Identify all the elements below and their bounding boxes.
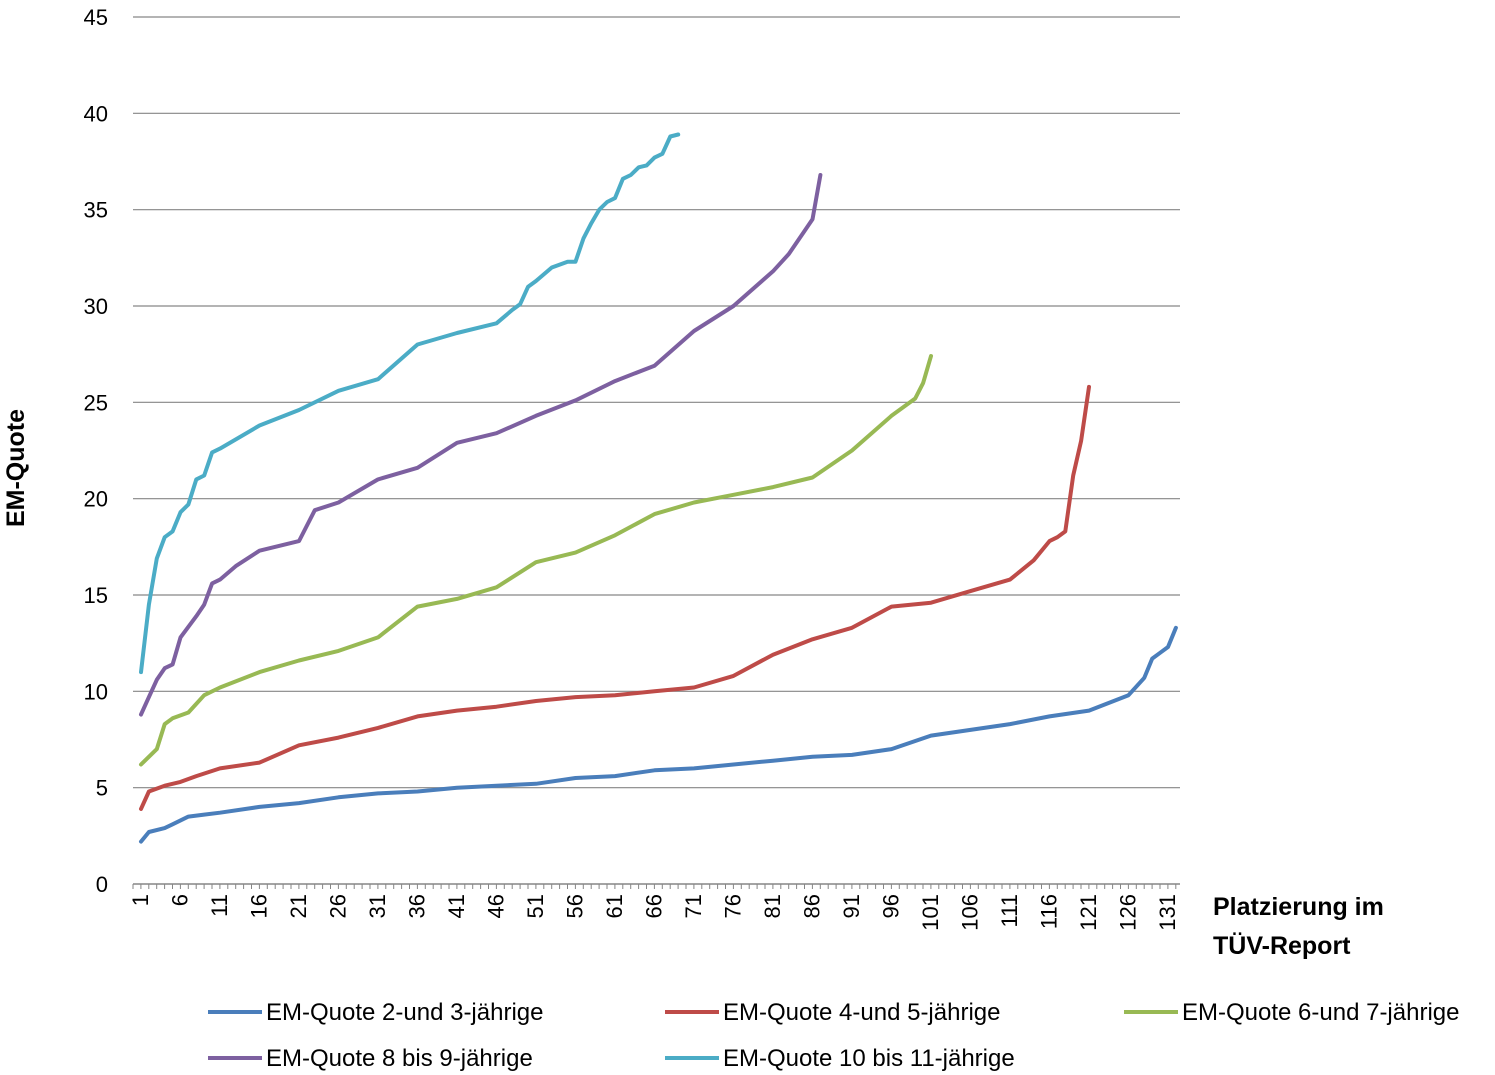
x-tick-label: 116 [1037,894,1062,929]
x-tick-label: 11 [207,894,232,917]
x-tick-label: 121 [1076,894,1101,931]
x-tick-label: 16 [247,894,272,918]
x-tick-label: 56 [563,894,588,918]
legend-label: EM-Quote 10 bis 11-jährige [723,1045,1015,1072]
x-tick-label: 21 [286,894,311,918]
gridlines [133,16,1180,789]
x-tick-label: 36 [405,894,430,918]
x-tick-marks [132,884,1177,889]
legend-label: EM-Quote 2-und 3-jährige [266,999,543,1026]
x-tick-label: 126 [1116,894,1141,931]
x-tick-label: 106 [958,894,983,931]
series-line-5 [139,132,681,675]
y-axis-title: EM-Quote [2,409,30,527]
x-tick-label: 31 [365,894,390,918]
legend-label: EM-Quote 6-und 7-jährige [1182,999,1459,1026]
x-tick-label: 1 [128,894,153,906]
series-line-4 [139,173,823,717]
x-tick-label: 111 [997,894,1022,927]
y-tick-label: 30 [84,294,108,319]
x-tick-label: 51 [523,894,548,918]
y-tick-label: 45 [84,5,108,30]
x-tick-label: 71 [681,894,706,918]
x-tick-label: 41 [444,894,469,918]
y-tick-label: 20 [84,487,108,512]
x-tick-label: 91 [839,894,864,918]
series-lines [139,132,1178,844]
x-tick-labels: 1 6 11 16 21 26 31 36 41 46 51 56 61 66 71 76 81 86 91 96 10… [128,894,1180,931]
legend: EM-Quote 2-und 3-jährige EM-Quote 4-und 5… [208,999,1459,1072]
legend-label: EM-Quote 8 bis 9-jährige [266,1045,533,1072]
x-axis-title-line-1: Platzierung im [1213,893,1384,921]
y-tick-label: 5 [96,776,108,801]
y-tick-label: 15 [84,583,108,608]
x-tick-label: 86 [800,894,825,918]
x-tick-label: 46 [484,894,509,918]
x-axis-title-line-2: TÜV-Report [1213,931,1351,960]
y-tick-label: 40 [84,101,108,126]
y-tick-labels: 0 5 10 15 20 25 30 35 40 45 [84,5,108,897]
x-tick-label: 131 [1155,894,1180,931]
y-tick-label: 35 [84,198,108,223]
legend-label: EM-Quote 4-und 5-jährige [723,999,1000,1026]
x-tick-label: 26 [326,894,351,918]
x-tick-label: 101 [918,894,943,931]
x-tick-label: 81 [760,894,785,918]
series-line-3 [139,354,933,767]
y-tick-label: 25 [84,390,108,415]
x-tick-label: 6 [168,894,193,906]
y-tick-label: 10 [84,679,108,704]
x-tick-label: 76 [721,894,746,918]
x-tick-label: 96 [879,894,904,918]
x-tick-label: 61 [602,894,627,918]
x-tick-label: 66 [642,894,667,918]
series-line-2 [139,384,1091,811]
y-tick-label: 0 [96,872,108,897]
series-line-1 [139,625,1178,844]
